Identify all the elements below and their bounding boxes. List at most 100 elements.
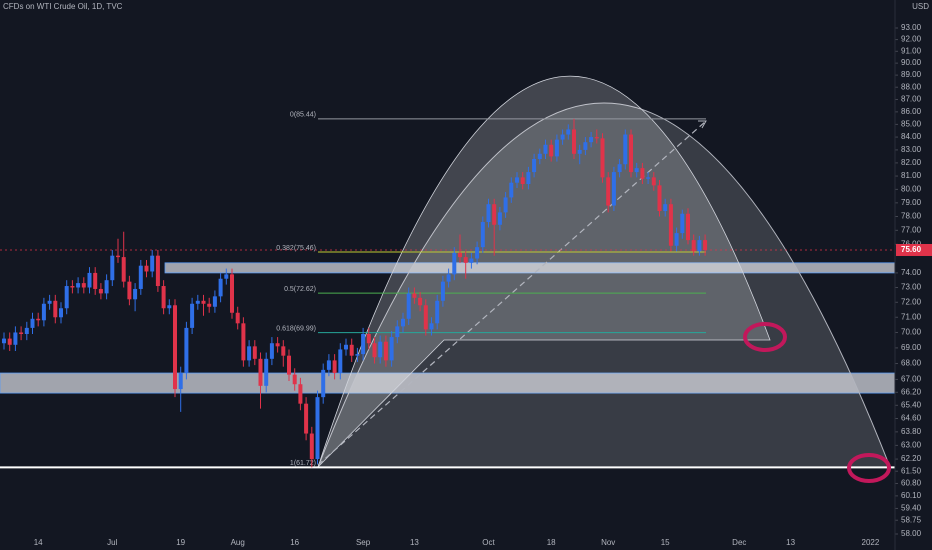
candle-body	[292, 374, 297, 385]
candle-body	[532, 158, 537, 173]
candle-body	[566, 129, 571, 135]
candle-body	[184, 327, 189, 374]
y-tick-label: 82.00	[901, 158, 922, 167]
y-tick-label: 79.00	[901, 198, 922, 207]
plot: 0(85.44) 0.382(75.46) 0.5(72.62) 0.618(69.9…	[0, 23, 932, 547]
fib-label: 0.5(72.62)	[284, 286, 316, 293]
candle-body	[503, 197, 508, 213]
candle-body	[64, 286, 69, 309]
candle-body	[252, 346, 257, 359]
candle-body	[549, 144, 554, 157]
candle-body	[646, 177, 651, 179]
candle-body	[24, 327, 29, 335]
candle-body	[269, 343, 274, 359]
candle-body	[275, 343, 280, 347]
candle-body	[389, 337, 394, 361]
candle-body	[697, 240, 702, 252]
candle-body	[686, 213, 690, 241]
candle-body	[304, 403, 309, 434]
candle-body	[412, 293, 417, 298]
candle-body	[93, 272, 98, 289]
candle-body	[651, 177, 656, 186]
candle-body	[418, 297, 423, 306]
candle-body	[133, 288, 138, 300]
candle-body	[104, 280, 109, 294]
candle-body	[406, 293, 411, 319]
candle-body	[526, 172, 531, 185]
x-tick-label: 14	[34, 538, 43, 547]
candle-body	[372, 343, 377, 358]
candle-body	[110, 255, 115, 281]
x-tick-label: Aug	[231, 538, 245, 547]
candle-body	[30, 318, 35, 328]
y-tick-label: 92.00	[901, 35, 922, 44]
candle-body	[572, 129, 576, 154]
candle-body	[703, 240, 708, 250]
candle-body	[469, 258, 474, 263]
y-tick-label: 66.20	[901, 387, 922, 396]
fib-label: 1(61.72)	[290, 460, 316, 467]
chart-title: CFDs on WTI Crude Oil, 1D, TVC	[3, 2, 123, 11]
candle-body	[446, 274, 451, 282]
candle-body	[190, 303, 195, 328]
candle-body	[594, 137, 599, 139]
candle-body	[155, 255, 160, 287]
candle-body	[657, 185, 662, 212]
y-tick-label: 80.00	[901, 184, 922, 193]
candle-body	[161, 286, 166, 309]
highlight-circle	[847, 453, 891, 483]
candle-body	[577, 149, 582, 154]
candle-body	[178, 373, 183, 390]
candle-body	[463, 257, 468, 263]
y-tick-label: 85.00	[901, 120, 922, 129]
candle-body	[241, 323, 246, 361]
candle-body	[230, 274, 234, 313]
y-tick-label: 59.40	[901, 504, 922, 513]
candle-body	[423, 305, 428, 330]
candle-body	[554, 139, 559, 157]
candle-body	[150, 255, 155, 272]
x-tick-label: 13	[786, 538, 795, 547]
candle-body	[173, 305, 177, 390]
y-tick-label: 63.00	[901, 440, 922, 449]
candle-body	[589, 137, 594, 143]
candle-body	[121, 257, 126, 282]
candle-body	[480, 222, 485, 248]
candle-body	[497, 212, 502, 225]
candle-body	[7, 338, 12, 345]
candle-body	[287, 355, 291, 375]
candle-body	[235, 312, 240, 324]
y-tick-label: 72.00	[901, 297, 922, 306]
candle-body	[309, 433, 314, 460]
candle-body	[247, 346, 252, 361]
candle-body	[315, 397, 320, 460]
candle-body	[76, 283, 81, 288]
y-tick-label: 62.20	[901, 454, 922, 463]
x-tick-label: Oct	[482, 538, 495, 547]
candle-body	[355, 354, 360, 356]
candle-body	[2, 338, 6, 344]
candle-body	[138, 265, 143, 289]
x-tick-label: Dec	[732, 538, 746, 547]
x-tick-label: 19	[176, 538, 185, 547]
y-tick-label: 61.50	[901, 466, 922, 475]
candle-body	[167, 305, 172, 309]
candle-body	[321, 369, 326, 398]
candle-body	[98, 288, 103, 294]
candle-body	[212, 296, 217, 307]
candle-body	[19, 332, 24, 335]
candle-body	[509, 182, 514, 198]
candle-body	[338, 349, 343, 374]
fib-label: 0.382(75.46)	[276, 245, 316, 252]
candle-body	[560, 134, 565, 140]
candle-body	[691, 240, 696, 252]
y-tick-label: 58.75	[901, 515, 922, 524]
x-tick-label: 2022	[862, 538, 880, 547]
y-tick-label: 83.00	[901, 145, 922, 154]
candle-body	[600, 138, 605, 178]
candle-body	[486, 204, 491, 223]
fib-label: 0(85.44)	[290, 112, 316, 119]
candle-body	[127, 281, 132, 300]
candle-body	[458, 252, 462, 258]
y-tick-label: 74.00	[901, 268, 922, 277]
